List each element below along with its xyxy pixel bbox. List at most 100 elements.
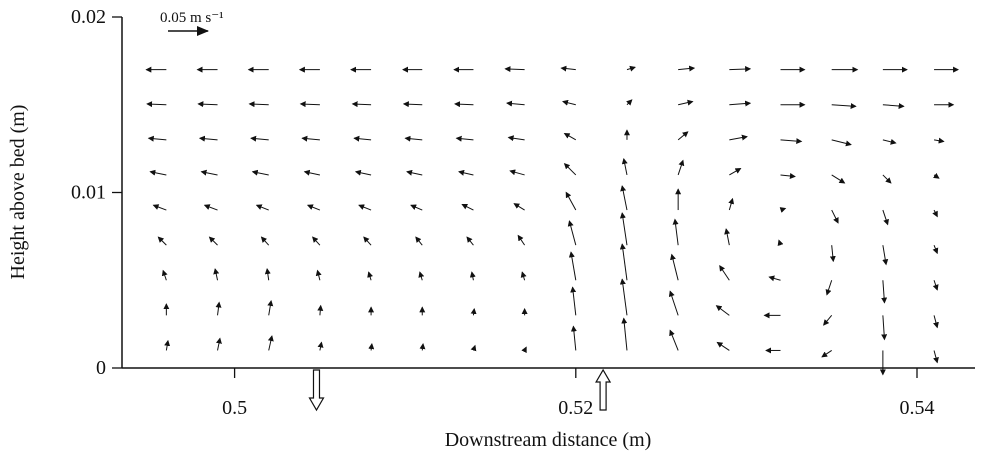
velocity-vector [507,135,525,142]
velocity-vector [455,135,474,142]
velocity-vector [570,325,577,351]
velocity-vector [729,66,752,73]
velocity-vector [823,315,833,326]
velocity-vector [619,278,628,316]
velocity-vector [520,271,527,281]
velocity-vector [728,197,735,211]
velocity-vector [517,234,526,246]
velocity-vector [317,304,324,316]
velocity-vector [147,135,167,142]
velocity-vector [351,101,372,108]
velocity-vector [358,204,372,211]
velocity-vector [678,65,696,72]
velocity-vector [315,269,322,281]
velocity-vector [419,343,426,351]
velocity-vector [301,135,320,142]
velocity-vector [621,157,628,176]
velocity-vector [367,271,373,281]
y-axis-title: Height above bed (m) [7,105,29,280]
reference-label: 0.05 m s⁻¹ [160,10,224,26]
velocity-vector [255,204,269,211]
velocity-vector [353,135,372,142]
velocity-vector [882,102,905,109]
velocity-vector [248,101,269,108]
velocity-vector [563,132,577,141]
velocity-vector [715,305,730,316]
velocity-vector [250,135,269,142]
velocity-vector [260,236,270,246]
velocity-vector [506,100,525,107]
velocity-vector [363,236,372,246]
velocity-vector [251,169,269,176]
velocity-vector [821,350,832,358]
velocity-vector [152,204,167,211]
x-tick-label: 0.54 [899,397,934,419]
velocity-vector [198,135,218,142]
velocity-vector [831,139,852,147]
x-tick-label: 0.52 [558,397,593,419]
velocity-vector [881,315,888,341]
velocity-vector [213,268,220,281]
velocity-vector [568,251,577,281]
velocity-vector [562,99,576,106]
velocity-vector [146,101,167,108]
velocity-vector [368,343,375,351]
velocity-vector [780,138,803,145]
velocity-vector [563,163,577,176]
x-tick-label: 0.5 [222,397,247,419]
velocity-vector [619,212,628,246]
velocity-vector [161,269,168,281]
velocity-vector [466,236,474,246]
velocity-vector [458,169,474,176]
velocity-vector [670,253,679,281]
velocity-vector [215,301,222,316]
velocity-vector [208,236,218,246]
velocity-vector [469,271,476,281]
velocity-vector [626,65,636,72]
velocity-vector [729,168,742,176]
velocity-vector [149,169,167,176]
velocity-vector [882,209,889,226]
velocity-vector [831,209,839,224]
velocity-vector [677,159,685,176]
velocity-vector [521,346,527,354]
velocity-vector [619,243,628,281]
velocity-vector [881,280,888,304]
velocity-vector [825,280,833,296]
velocity-vector [570,286,577,316]
velocity-vector [264,268,271,281]
velocity-vector [932,209,938,218]
velocity-vector [932,244,939,255]
velocity-vector [317,341,324,351]
velocity-vector [933,137,945,144]
velocity-vector [677,131,689,141]
velocity-vector [410,204,423,211]
velocity-vector [768,275,781,282]
velocity-vector [197,101,218,108]
velocity-vector [621,317,628,351]
velocity-vector [404,135,423,142]
velocity-vector [779,207,787,213]
velocity-vector [312,236,321,246]
velocity-vector [509,169,525,176]
velocity-vector [669,329,679,351]
velocity-vector [719,265,730,281]
velocity-vector [306,204,321,211]
velocity-vector [267,335,274,351]
location-marker [595,368,612,411]
y-tick-label: 0.02 [71,6,106,28]
velocity-vector [933,350,939,364]
velocity-vector [513,203,525,211]
velocity-vector [567,220,577,246]
velocity-vector [203,204,218,211]
velocity-vector [882,138,897,145]
velocity-vector [780,173,796,179]
velocity-vector [402,101,423,108]
velocity-vector [470,344,477,352]
velocity-vector [560,65,576,72]
velocity-vector [303,169,320,176]
velocity-vector [829,245,836,263]
velocity-vector [668,290,679,316]
